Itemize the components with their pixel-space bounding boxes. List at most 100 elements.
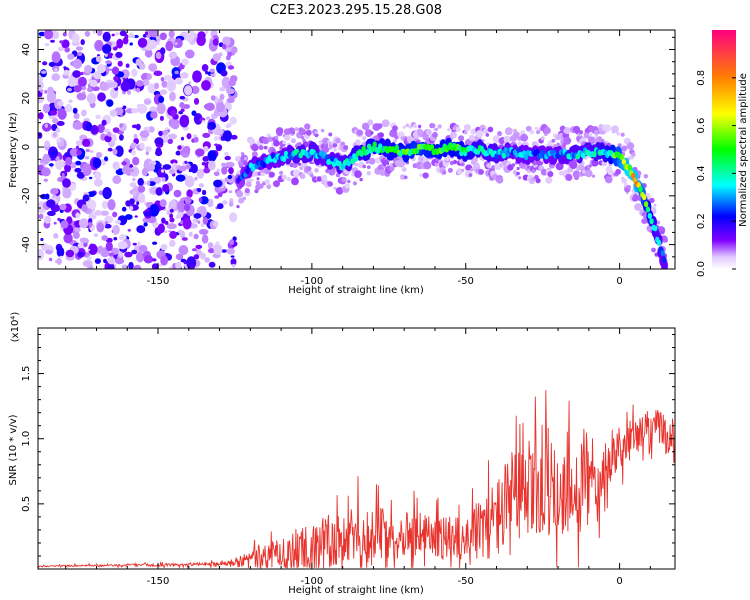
noise-blob — [159, 32, 167, 41]
noise-blob — [101, 119, 107, 126]
noise-blob — [52, 117, 59, 124]
noise-blob — [94, 258, 101, 264]
noise-blob — [49, 110, 57, 116]
halo-blob — [551, 138, 556, 143]
noise-blob — [107, 30, 112, 33]
noise-blob — [137, 37, 148, 48]
noise-blob — [185, 164, 191, 170]
noise-blob — [226, 122, 232, 128]
noise-blob — [87, 248, 91, 251]
noise-blob — [201, 80, 211, 91]
halo-blob — [378, 132, 384, 139]
noise-blob — [152, 241, 158, 245]
noise-blob — [86, 256, 92, 261]
noise-blob — [102, 44, 112, 54]
snr-series-line — [38, 390, 675, 569]
noise-blob — [77, 251, 84, 258]
noise-blob — [169, 239, 176, 247]
halo-blob — [343, 145, 349, 150]
noise-blob — [103, 128, 111, 133]
noise-blob — [40, 237, 44, 242]
y-tick-label: 40 — [21, 43, 32, 56]
noise-blob — [182, 104, 191, 109]
snr-x-label: Height of straight line (km) — [288, 585, 424, 596]
noise-blob — [139, 142, 145, 150]
noise-blob — [174, 70, 179, 75]
noise-blob — [154, 82, 160, 90]
noise-blob — [92, 157, 102, 169]
noise-blob — [64, 104, 73, 113]
noise-blob — [46, 91, 57, 103]
noise-blob — [201, 120, 206, 123]
noise-blob — [116, 38, 124, 49]
halo-blob — [381, 119, 390, 128]
noise-blob — [221, 76, 231, 89]
noise-blob — [201, 189, 207, 196]
noise-blob — [56, 121, 65, 126]
halo-blob — [468, 173, 473, 177]
noise-blob — [164, 230, 168, 234]
colorbar-tick-label: 0.4 — [696, 165, 707, 181]
noise-blob — [201, 64, 209, 72]
halo-blob — [267, 136, 273, 142]
halo-blob — [333, 186, 337, 190]
noise-blob — [113, 163, 117, 167]
noise-blob — [170, 159, 178, 165]
noise-blob — [80, 39, 85, 46]
noise-blob — [121, 206, 127, 212]
noise-blob — [205, 102, 215, 112]
ridge-core — [638, 186, 643, 193]
noise-blob — [104, 156, 108, 162]
noise-blob — [87, 87, 94, 93]
noise-blob — [57, 46, 64, 52]
noise-blob — [74, 167, 82, 173]
noise-blob — [84, 30, 91, 37]
noise-blob — [147, 126, 155, 133]
halo-blob — [258, 145, 264, 151]
noise-blob — [158, 130, 163, 137]
halo-blob — [525, 125, 532, 132]
noise-blob — [168, 133, 178, 140]
noise-blob — [168, 230, 172, 233]
noise-blob — [156, 102, 166, 115]
halo-blob — [458, 135, 465, 142]
halo-blob — [305, 129, 312, 136]
halo-blob — [328, 132, 333, 137]
noise-blob — [166, 79, 177, 92]
ridge-core — [346, 160, 351, 167]
noise-blob — [112, 175, 122, 185]
noise-blob — [224, 155, 231, 161]
halo-blob — [579, 130, 583, 135]
noise-blob — [185, 49, 195, 59]
noise-blob — [133, 34, 139, 39]
noise-blob — [89, 79, 98, 88]
noise-blob — [132, 177, 136, 182]
halo-blob — [452, 159, 458, 165]
halo-blob — [327, 140, 331, 144]
noise-blob — [145, 150, 149, 156]
halo-blob — [294, 127, 299, 132]
noise-blob — [106, 99, 114, 107]
noise-blob — [97, 245, 104, 254]
halo-blob — [236, 205, 240, 209]
noise-blob — [51, 51, 61, 64]
noise-blob — [38, 132, 43, 139]
noise-blob — [162, 164, 172, 170]
halo-blob — [367, 119, 374, 126]
halo-blob — [461, 168, 465, 172]
halo-blob — [534, 126, 539, 131]
noise-blob — [89, 243, 94, 249]
noise-blob — [168, 30, 175, 38]
noise-blob — [128, 34, 135, 39]
noise-blob — [177, 229, 183, 234]
ridge-core — [514, 151, 519, 158]
noise-blob — [203, 145, 209, 152]
noise-blob — [92, 30, 96, 34]
spectrogram-ticks: -150 -100 -50 0 -40 -20 0 20 40 — [21, 30, 675, 287]
noise-blob — [230, 258, 237, 266]
noise-blob — [84, 64, 93, 74]
halo-blob — [473, 162, 480, 169]
noise-blob — [205, 70, 209, 75]
noise-blob — [120, 114, 124, 118]
noise-blob — [154, 137, 164, 146]
